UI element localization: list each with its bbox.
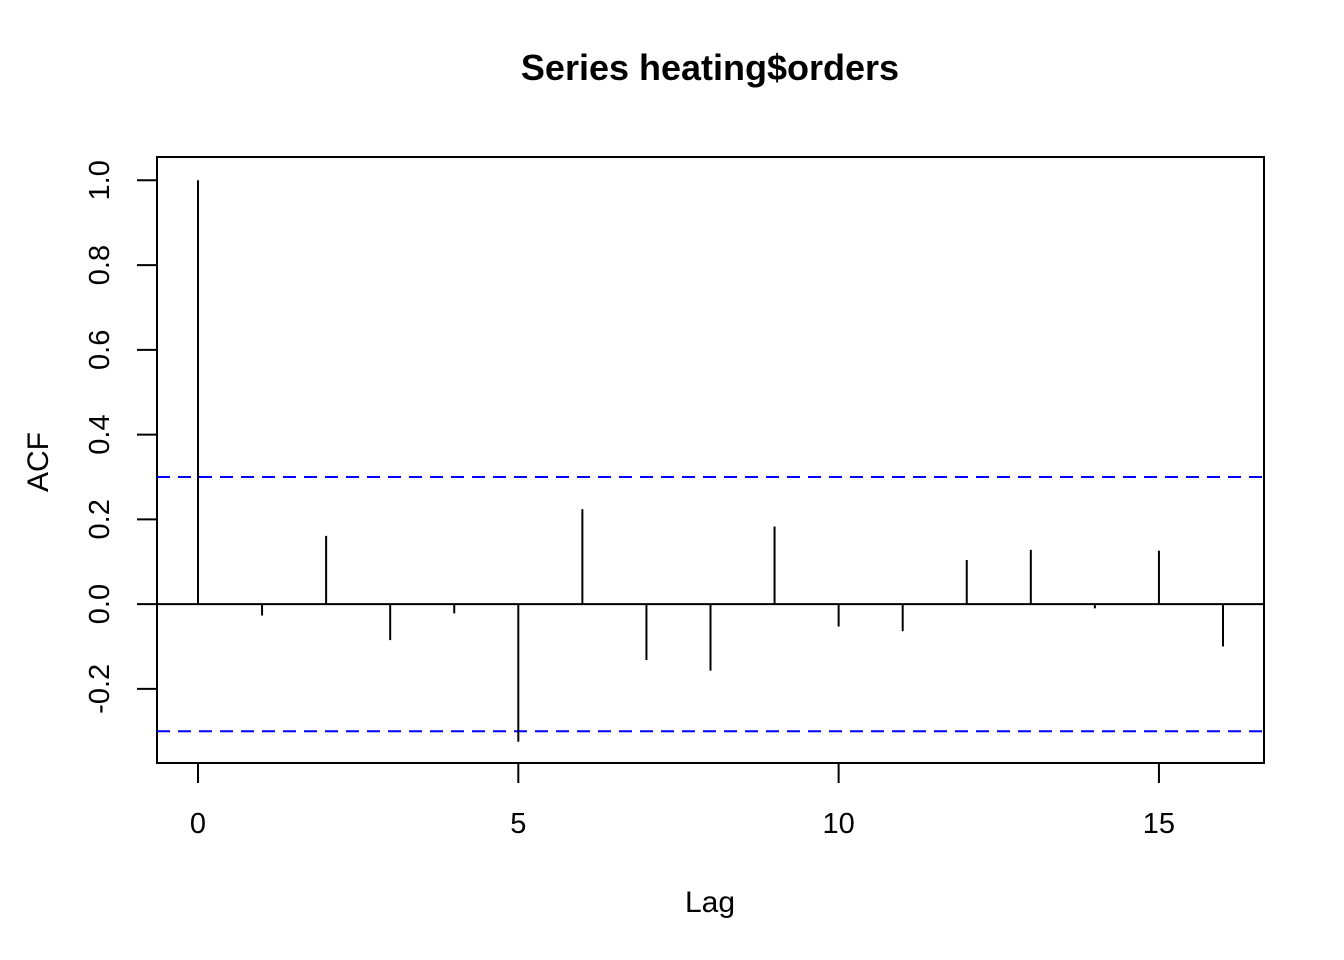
y-tick-label: 0.4	[84, 414, 116, 454]
y-tick-label: 0.8	[84, 245, 116, 285]
x-axis-label: Lag	[685, 886, 735, 919]
x-tick-label: 15	[1143, 808, 1175, 840]
x-tick-label: 0	[190, 808, 206, 840]
y-axis-label: ACF	[22, 432, 55, 492]
y-tick-label: 0.6	[84, 330, 116, 370]
chart-title: Series heating$orders	[521, 47, 899, 88]
confidence-bands	[157, 475, 1264, 733]
acf-bars	[197, 180, 1224, 742]
plot-frame	[156, 156, 1265, 764]
y-tick-label: 0.0	[84, 584, 116, 624]
x-tick-label: 5	[510, 808, 526, 840]
x-axis: 0 5 10 15	[190, 762, 1175, 840]
x-tick-label: 10	[822, 808, 854, 840]
y-tick-label: 1.0	[84, 160, 116, 200]
y-axis: -0.2 0.0 0.2 0.4 0.6 0.8 1.0	[84, 160, 158, 714]
y-tick-label: -0.2	[84, 664, 116, 714]
y-tick-label: 0.2	[84, 499, 116, 539]
